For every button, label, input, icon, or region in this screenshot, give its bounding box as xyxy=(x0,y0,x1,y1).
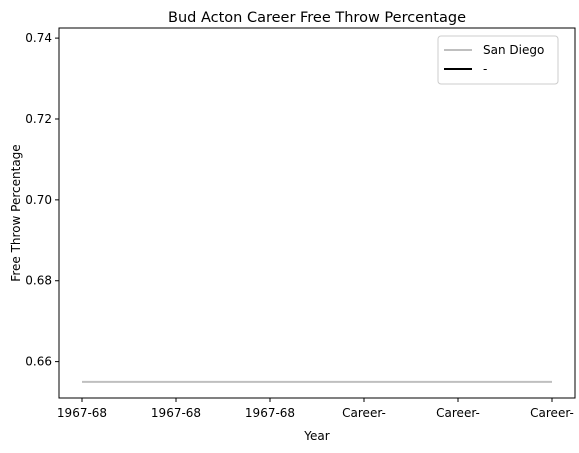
x-tick-label: Career- xyxy=(436,406,480,420)
y-tick-label: 0.72 xyxy=(25,112,52,126)
y-tick-label: 0.70 xyxy=(25,193,52,207)
x-tick-label: 1967-68 xyxy=(57,406,107,420)
x-axis-ticks: 1967-68 1967-68 1967-68 Career- Career- Caree… xyxy=(57,398,574,420)
y-tick-label: 0.66 xyxy=(25,355,52,369)
x-tick-label: Career- xyxy=(530,406,574,420)
legend-entries: San Diego - xyxy=(444,43,544,76)
legend: San Diego - xyxy=(437,35,559,85)
y-axis-label: Free Throw Percentage xyxy=(9,144,23,281)
y-axis-ticks: 0.66 0.68 0.70 0.72 0.74 xyxy=(25,31,59,369)
chart-title: Bud Acton Career Free Throw Percentage xyxy=(168,10,466,26)
y-tick-label: 0.68 xyxy=(25,274,52,288)
plot-area xyxy=(58,27,576,399)
plot-frame xyxy=(58,27,576,399)
legend-label: San Diego xyxy=(483,43,544,57)
x-tick-label: 1967-68 xyxy=(151,406,201,420)
x-tick-label: Career- xyxy=(342,406,386,420)
legend-frame xyxy=(437,35,559,85)
y-tick-label: 0.74 xyxy=(25,31,52,45)
x-tick-label: 1967-68 xyxy=(245,406,295,420)
legend-label: - xyxy=(483,62,487,76)
x-axis-label: Year xyxy=(303,429,329,443)
